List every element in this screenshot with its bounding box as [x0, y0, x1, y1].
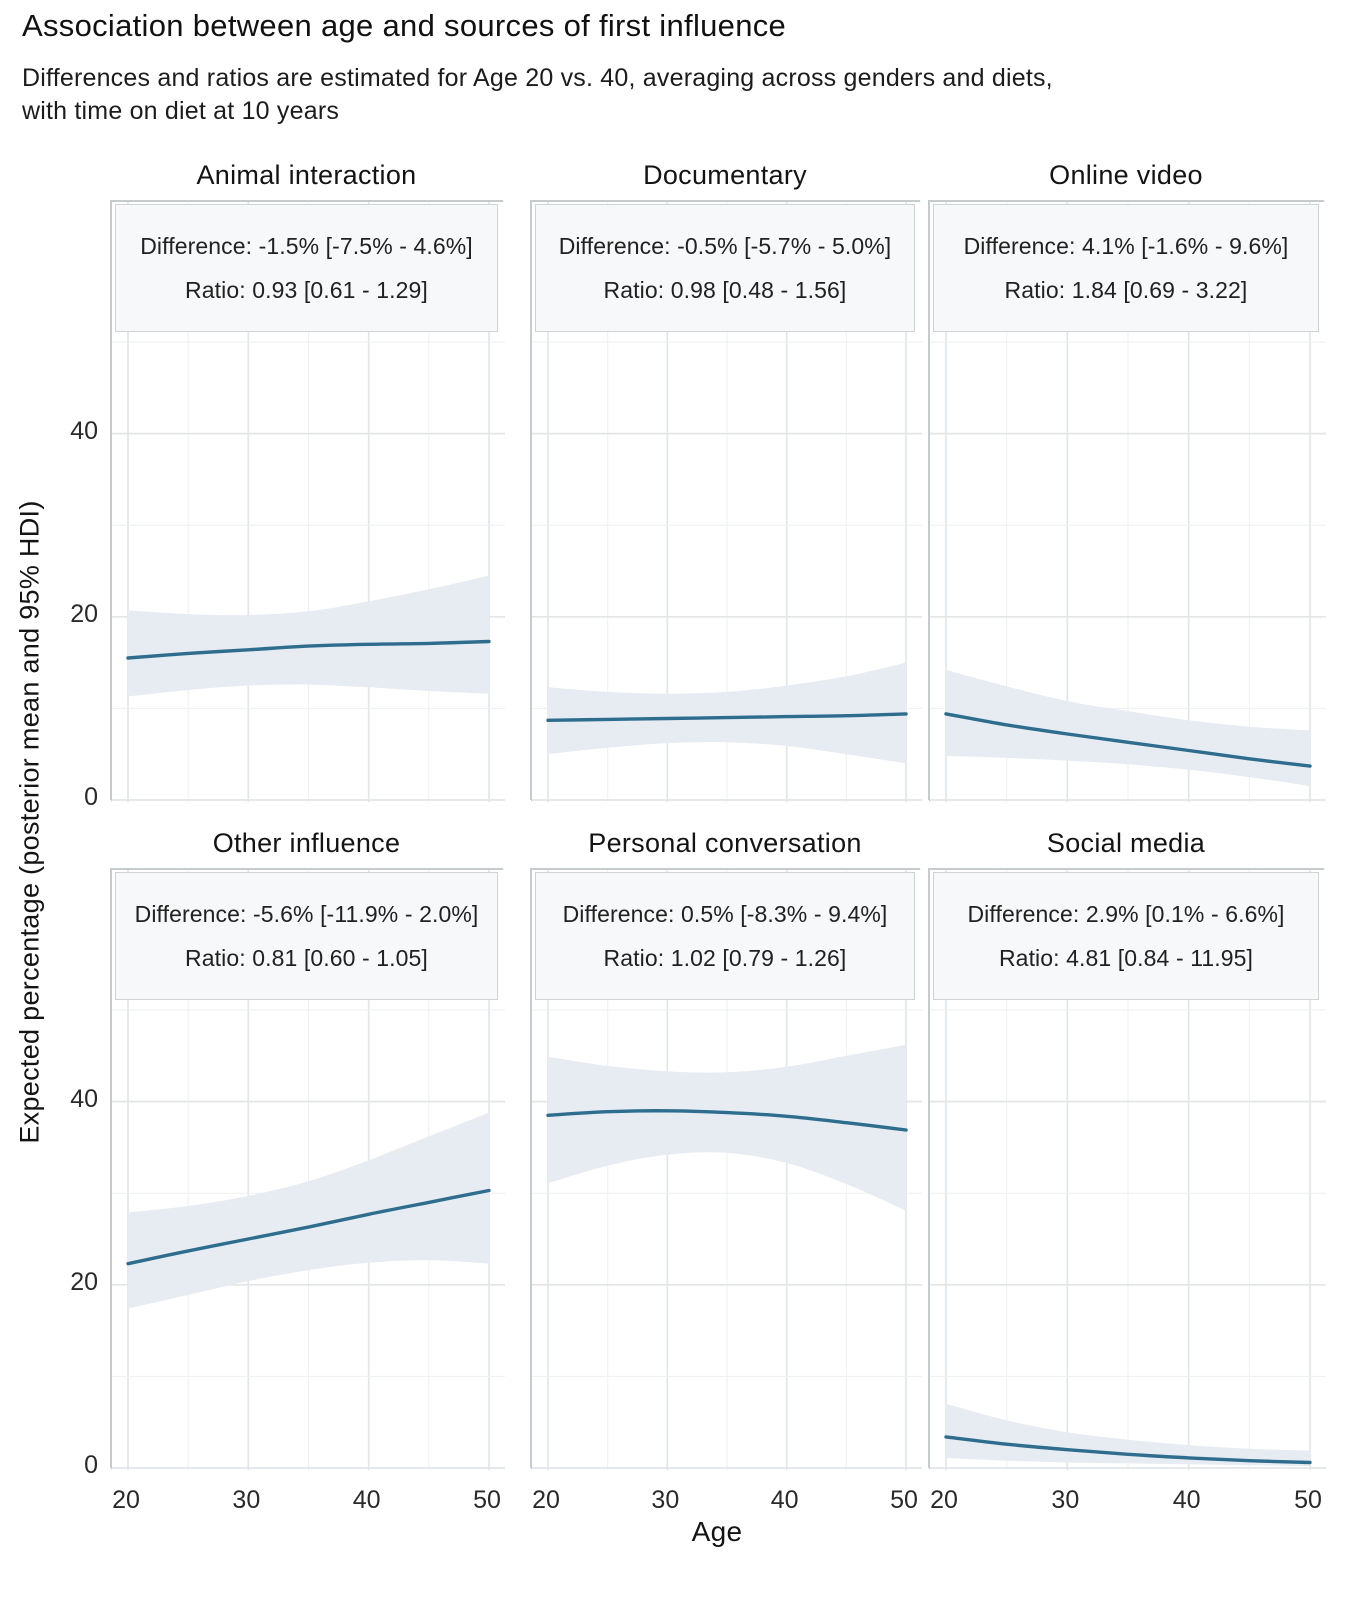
- y-tick-label: 40: [70, 1084, 98, 1113]
- ratio-text: Ratio: 0.81 [0.60 - 1.05]: [185, 944, 428, 971]
- difference-text: Difference: 0.5% [-8.3% - 9.4%]: [562, 900, 888, 927]
- x-tick-label: 20: [930, 1486, 958, 1514]
- panel-plot-area: Difference: 0.5% [-8.3% - 9.4%] Ratio: 1…: [530, 868, 922, 1470]
- difference-text: Difference: -1.5% [-7.5% - 4.6%]: [140, 232, 473, 259]
- annotation-box: Difference: -1.5% [-7.5% - 4.6%] Ratio: …: [115, 204, 498, 332]
- facet-documentary: Documentary Difference: -0.5% [-5.7% - 5…: [530, 150, 922, 802]
- annotation-box: Difference: 4.1% [-1.6% - 9.6%] Ratio: 1…: [933, 204, 1319, 332]
- facet-title: Personal conversation: [588, 827, 862, 858]
- panel-plot-area: Difference: -0.5% [-5.7% - 5.0%] Ratio: …: [530, 200, 922, 802]
- ratio-text: Ratio: 4.81 [0.84 - 11.95]: [998, 944, 1254, 971]
- panel-plot-area: Difference: -1.5% [-7.5% - 4.6%] Ratio: …: [110, 200, 505, 802]
- figure-subtitle: Differences and ratios are estimated for…: [22, 64, 1053, 125]
- x-tick-label: 30: [232, 1486, 261, 1514]
- y-axis-title: Expected percentage (posterior mean and …: [14, 500, 45, 1144]
- y-tick-label: 0: [84, 783, 98, 811]
- facet-animal-interaction: Animal interaction Difference: -1.5% [-7…: [110, 150, 505, 802]
- ratio-text: Ratio: 1.84 [0.69 - 3.22]: [1004, 276, 1248, 303]
- facet-title: Documentary: [643, 159, 807, 190]
- y-tick-label: 20: [70, 599, 98, 628]
- panel-plot-area: Difference: 4.1% [-1.6% - 9.6%] Ratio: 1…: [928, 200, 1326, 802]
- facet-title: Other influence: [212, 827, 401, 858]
- facet-title: Animal interaction: [196, 159, 417, 190]
- x-tick-label: 40: [352, 1486, 381, 1514]
- y-tick-label: 0: [84, 1451, 98, 1479]
- annotation-box: Difference: -5.6% [-11.9% - 2.0%] Ratio:…: [115, 872, 498, 1000]
- facet-title: Online video: [1049, 159, 1203, 190]
- x-tick-label: 20: [532, 1486, 560, 1514]
- difference-text: Difference: 2.9% [0.1% - 6.6%]: [967, 900, 1285, 927]
- annotation-box: Difference: 0.5% [-8.3% - 9.4%] Ratio: 1…: [535, 872, 915, 1000]
- y-tick-label: 40: [70, 416, 98, 445]
- facet-social-media: Social media Difference: 2.9% [0.1% - 6.…: [928, 818, 1326, 1470]
- x-tick-label: 50: [890, 1486, 918, 1514]
- x-tick-label: 30: [1051, 1486, 1080, 1514]
- ratio-text: Ratio: 0.93 [0.61 - 1.29]: [185, 276, 428, 303]
- difference-text: Difference: 4.1% [-1.6% - 9.6%]: [963, 232, 1289, 259]
- facet-other-influence: Other influence Difference: -5.6% [-11.9…: [110, 818, 505, 1470]
- y-tick-label: 20: [70, 1267, 98, 1296]
- x-tick-label: 50: [473, 1486, 501, 1514]
- facet-online-video: Online video Difference: 4.1% [-1.6% - 9…: [928, 150, 1326, 802]
- facet-title: Social media: [1046, 827, 1206, 858]
- difference-text: Difference: -5.6% [-11.9% - 2.0%]: [134, 900, 479, 927]
- panel-plot-area: Difference: -5.6% [-11.9% - 2.0%] Ratio:…: [110, 868, 505, 1470]
- annotation-box: Difference: -0.5% [-5.7% - 5.0%] Ratio: …: [535, 204, 915, 332]
- annotation-box: Difference: 2.9% [0.1% - 6.6%] Ratio: 4.…: [933, 872, 1319, 1000]
- x-tick-label: 40: [1172, 1486, 1201, 1514]
- ratio-text: Ratio: 0.98 [0.48 - 1.56]: [603, 276, 847, 303]
- figure-title: Association between age and sources of f…: [22, 8, 787, 43]
- x-tick-label: 20: [112, 1486, 140, 1514]
- x-axis-title: Age: [691, 1516, 743, 1547]
- x-tick-label: 30: [651, 1486, 680, 1514]
- facet-personal-conversation: Personal conversation Difference: 0.5% […: [530, 818, 922, 1470]
- x-tick-label: 40: [770, 1486, 799, 1514]
- ratio-text: Ratio: 1.02 [0.79 - 1.26]: [603, 944, 847, 971]
- x-tick-label: 50: [1294, 1486, 1322, 1514]
- panel-plot-area: Difference: 2.9% [0.1% - 6.6%] Ratio: 4.…: [928, 868, 1326, 1470]
- difference-text: Difference: -0.5% [-5.7% - 5.0%]: [558, 232, 892, 259]
